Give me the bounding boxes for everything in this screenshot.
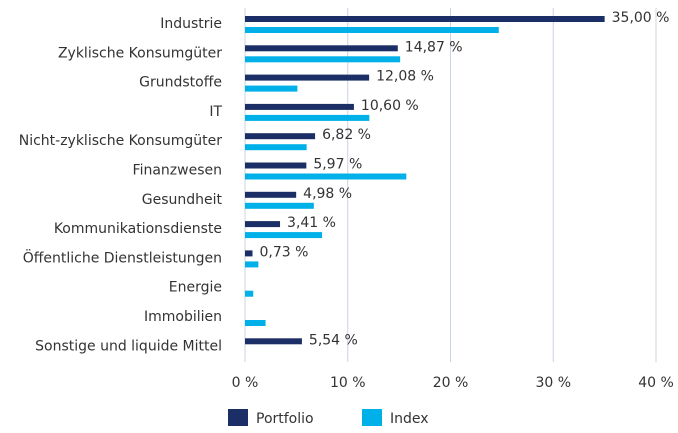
category-label: Grundstoffe bbox=[139, 75, 222, 91]
value-label: 4,98 % bbox=[303, 186, 352, 202]
category-label: Finanzwesen bbox=[133, 163, 222, 179]
value-label: 10,60 % bbox=[361, 98, 419, 114]
category-label: Kommunikationsdienste bbox=[54, 221, 222, 237]
value-label: 3,41 % bbox=[287, 215, 336, 231]
x-tick-label: 10 % bbox=[330, 375, 366, 391]
value-label: 5,54 % bbox=[309, 332, 358, 348]
bar bbox=[245, 232, 323, 239]
bar bbox=[245, 221, 281, 228]
bar bbox=[245, 56, 401, 63]
bar bbox=[245, 173, 407, 180]
x-tick-label: 30 % bbox=[535, 375, 571, 391]
x-tick-label: 0 % bbox=[232, 375, 259, 391]
category-label: Zyklische Konsumgüter bbox=[58, 45, 222, 61]
bar bbox=[245, 74, 370, 81]
category-label: Gesundheit bbox=[142, 192, 223, 208]
category-label: Nicht-zyklische Konsumgüter bbox=[19, 133, 223, 149]
x-tick-label: 40 % bbox=[638, 375, 674, 391]
value-label: 0,73 % bbox=[260, 244, 309, 260]
bar bbox=[245, 85, 298, 92]
bar bbox=[245, 290, 254, 297]
legend-label: Index bbox=[390, 411, 429, 427]
category-label: Energie bbox=[169, 280, 222, 296]
category-label: Sonstige und liquide Mittel bbox=[35, 338, 222, 354]
legend-label: Portfolio bbox=[256, 411, 314, 427]
category-label: Immobilien bbox=[144, 309, 222, 325]
bar bbox=[245, 202, 314, 209]
value-label: 12,08 % bbox=[376, 69, 434, 85]
category-label: Industrie bbox=[160, 16, 222, 32]
bar bbox=[245, 133, 316, 140]
bar bbox=[245, 27, 499, 33]
category-label: IT bbox=[209, 104, 222, 120]
bar bbox=[245, 103, 354, 110]
value-label: 35,00 % bbox=[612, 10, 670, 26]
bar bbox=[245, 338, 302, 345]
legend-swatch bbox=[228, 409, 248, 426]
bar bbox=[245, 250, 253, 257]
bar bbox=[245, 16, 605, 22]
bar bbox=[245, 191, 297, 198]
bar bbox=[245, 261, 259, 268]
bar bbox=[245, 114, 370, 121]
x-tick-label: 20 % bbox=[433, 375, 469, 391]
legend-swatch bbox=[362, 409, 382, 426]
value-label: 14,87 % bbox=[405, 39, 463, 55]
bar bbox=[245, 45, 398, 52]
bar bbox=[245, 144, 307, 151]
value-label: 6,82 % bbox=[322, 127, 371, 143]
value-label: 5,97 % bbox=[313, 157, 362, 173]
category-label: Öffentliche Dienstleistungen bbox=[23, 248, 222, 266]
bar bbox=[245, 162, 307, 169]
bar bbox=[245, 320, 266, 326]
